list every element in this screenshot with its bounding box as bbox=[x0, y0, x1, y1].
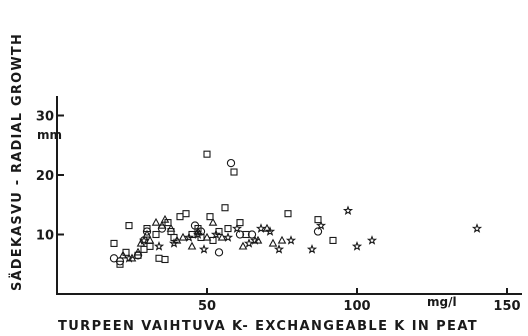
data-point-star bbox=[153, 241, 165, 251]
data-point-star bbox=[231, 223, 243, 233]
data-point-star bbox=[168, 238, 180, 248]
data-points bbox=[109, 150, 483, 268]
data-point-circle bbox=[190, 221, 200, 230]
data-point-star bbox=[342, 205, 354, 216]
data-point-triangle bbox=[160, 214, 170, 223]
data-point-square bbox=[206, 213, 214, 221]
data-point-star bbox=[255, 223, 267, 233]
y-tick-label: 20 bbox=[36, 169, 54, 184]
data-point-square bbox=[230, 168, 238, 176]
data-point-square bbox=[314, 216, 322, 224]
data-point-triangle bbox=[157, 220, 167, 229]
data-point-square bbox=[224, 225, 232, 233]
data-point-square bbox=[152, 230, 160, 239]
data-point-square bbox=[221, 204, 229, 212]
data-point-triangle bbox=[166, 223, 176, 232]
data-point-star bbox=[285, 235, 297, 245]
data-point-star bbox=[351, 241, 363, 251]
data-point-square bbox=[110, 239, 118, 247]
y-tick-label: 30 bbox=[36, 110, 54, 125]
x-tick-label: 100 bbox=[343, 299, 370, 314]
data-point-triangle bbox=[268, 238, 278, 247]
data-point-triangle bbox=[208, 217, 218, 226]
data-point-circle bbox=[313, 227, 323, 236]
data-point-circle bbox=[214, 248, 224, 257]
data-point-square bbox=[161, 255, 169, 264]
data-point-square bbox=[284, 210, 292, 218]
data-point-triangle bbox=[187, 241, 197, 250]
data-point-square bbox=[182, 210, 190, 218]
data-point-square bbox=[155, 254, 163, 262]
data-point-star bbox=[273, 244, 285, 254]
x-tick-label: 50 bbox=[198, 299, 216, 314]
y-tick-label: 10 bbox=[36, 229, 54, 244]
data-point-star bbox=[366, 235, 378, 245]
data-point-triangle bbox=[118, 250, 128, 259]
data-point-star bbox=[315, 220, 327, 230]
data-point-square bbox=[176, 213, 184, 221]
y-axis-unit: mm bbox=[37, 128, 62, 142]
data-point-square bbox=[203, 150, 211, 158]
data-point-triangle bbox=[253, 235, 263, 244]
data-point-star bbox=[306, 244, 318, 254]
data-point-circle bbox=[226, 158, 236, 168]
data-point-triangle bbox=[151, 217, 161, 226]
data-point-star bbox=[210, 229, 222, 239]
data-point-triangle bbox=[127, 253, 137, 262]
data-point-square bbox=[146, 242, 154, 250]
data-point-circle bbox=[247, 230, 257, 239]
data-point-star bbox=[192, 229, 204, 239]
data-point-triangle bbox=[202, 232, 212, 241]
data-point-circle bbox=[235, 230, 245, 239]
x-tick-label: 150 bbox=[493, 299, 520, 314]
data-point-square bbox=[116, 260, 124, 268]
data-point-circle bbox=[142, 227, 152, 236]
data-point-star bbox=[123, 252, 135, 263]
data-point-triangle bbox=[277, 235, 287, 244]
data-point-triangle bbox=[193, 226, 203, 235]
data-point-star bbox=[138, 235, 150, 245]
y-axis-label: SÄDEKASVU - RADIAL GROWTH bbox=[9, 33, 25, 291]
data-point-square bbox=[236, 219, 244, 227]
data-point-triangle bbox=[145, 235, 155, 244]
data-point-square bbox=[140, 245, 148, 253]
data-point-square bbox=[242, 230, 250, 239]
data-point-star bbox=[243, 238, 255, 248]
data-point-star bbox=[222, 232, 234, 242]
data-point-square bbox=[125, 222, 133, 230]
x-axis-label: TURPEEN VAIHTUVA K- EXCHANGEABLE K IN PE… bbox=[58, 319, 478, 334]
tick-labels: 10 20 30 50 100 150 bbox=[36, 110, 521, 315]
data-point-square bbox=[329, 236, 337, 244]
tick-marks bbox=[57, 114, 508, 294]
data-point-triangle bbox=[133, 247, 143, 256]
data-point-triangle bbox=[238, 241, 248, 250]
data-point-star bbox=[471, 223, 483, 233]
x-axis-unit: mg/l bbox=[427, 295, 457, 309]
data-point-triangle bbox=[178, 232, 188, 241]
data-point-triangle bbox=[217, 232, 227, 241]
data-point-star bbox=[264, 226, 276, 236]
data-point-star bbox=[249, 235, 261, 245]
data-point-triangle bbox=[142, 229, 152, 238]
data-point-star bbox=[198, 244, 210, 254]
data-point-star bbox=[183, 232, 195, 242]
axes bbox=[56, 96, 522, 295]
